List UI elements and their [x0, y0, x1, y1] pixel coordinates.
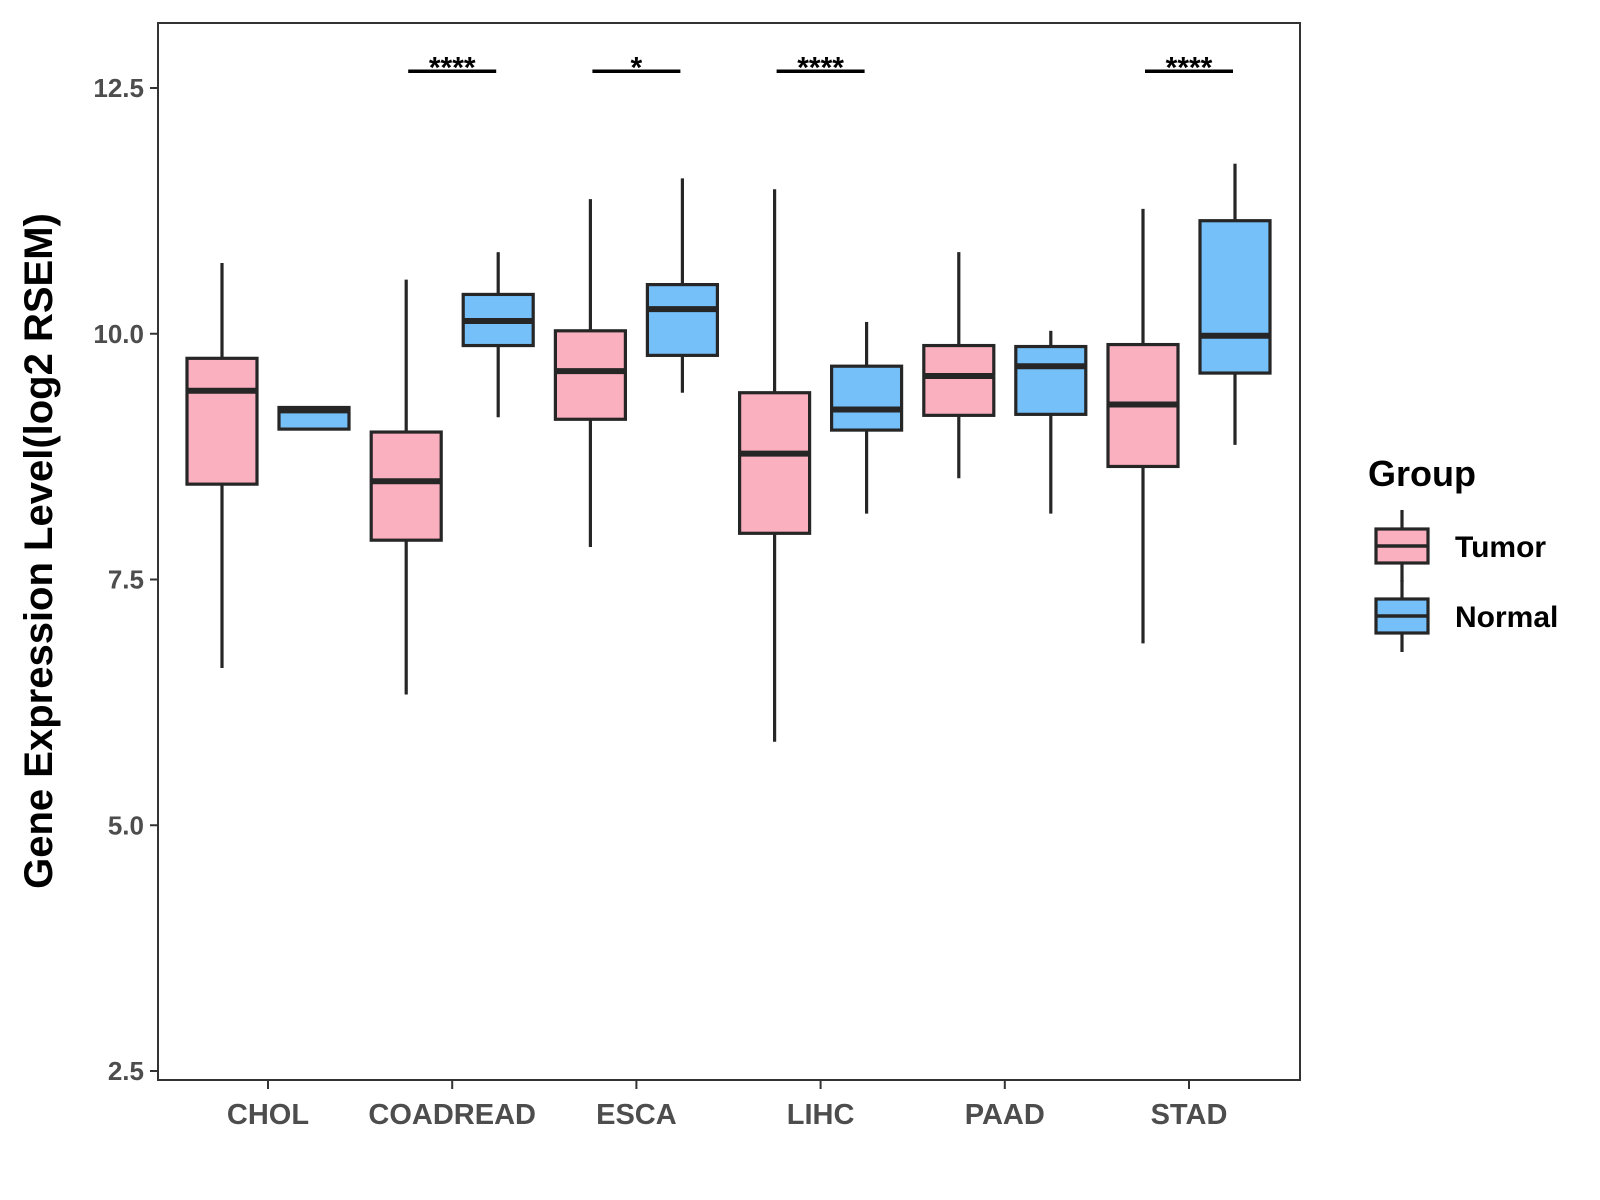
box-tumor-lihc — [737, 189, 812, 742]
box-normal-coadread — [461, 252, 535, 418]
significance-layer: **** * **** **** — [408, 51, 1233, 84]
box-tumor-paad — [922, 252, 996, 479]
x-tick-label: LIHC — [787, 1099, 855, 1131]
box-iqr — [737, 391, 812, 535]
y-axis-title: Gene Expression Level(log2 RSEM) — [17, 213, 61, 889]
x-tick-label: CHOL — [227, 1099, 309, 1131]
y-tick-label: 12.5 — [93, 73, 144, 103]
box-tumor-chol — [185, 262, 259, 668]
boxes-layer — [185, 163, 1272, 742]
legend-label: Tumor — [1455, 531, 1546, 564]
legend-title: Group — [1368, 453, 1476, 494]
plot-panel — [157, 22, 1301, 1081]
box-iqr — [553, 329, 628, 421]
y-axis: 2.5 5.0 7.5 10.0 12.5 — [93, 73, 158, 1086]
y-tick-label: 10.0 — [93, 319, 144, 349]
box-normal-paad — [1014, 330, 1088, 514]
box-iqr — [369, 430, 443, 542]
y-tick-label: 5.0 — [108, 810, 144, 840]
box-iqr — [185, 356, 259, 486]
box-iqr — [829, 364, 904, 432]
x-tick-label: ESCA — [596, 1099, 677, 1131]
legend-item-normal: Normal — [1374, 580, 1558, 652]
y-tick-label: 2.5 — [108, 1056, 144, 1086]
significance-label: **** — [1166, 51, 1213, 84]
legend-item-tumor: Tumor — [1374, 510, 1546, 582]
y-tick-label: 7.5 — [108, 565, 144, 595]
significance-label: **** — [429, 51, 476, 84]
legend: Group Tumor Normal — [1368, 453, 1558, 652]
box-normal-esca — [645, 178, 720, 393]
box-normal-lihc — [829, 321, 904, 514]
box-iqr — [645, 283, 720, 357]
box-iqr — [1198, 219, 1272, 375]
box-tumor-coadread — [369, 279, 443, 695]
x-tick-label: PAAD — [965, 1099, 1045, 1131]
box-tumor-esca — [553, 199, 628, 548]
significance-label: * — [631, 51, 643, 84]
x-tick-label: COADREAD — [368, 1099, 536, 1131]
legend-label: Normal — [1455, 601, 1558, 634]
box-iqr — [922, 343, 996, 417]
box-normal-stad — [1198, 163, 1272, 445]
box-tumor-stad — [1106, 208, 1180, 644]
significance-label: **** — [797, 51, 844, 84]
box-iqr — [1014, 344, 1088, 416]
box-normal-chol — [277, 405, 351, 431]
x-axis: CHOL COADREAD ESCA LIHC PAAD STAD — [227, 1080, 1227, 1131]
x-tick-label: STAD — [1151, 1099, 1228, 1131]
